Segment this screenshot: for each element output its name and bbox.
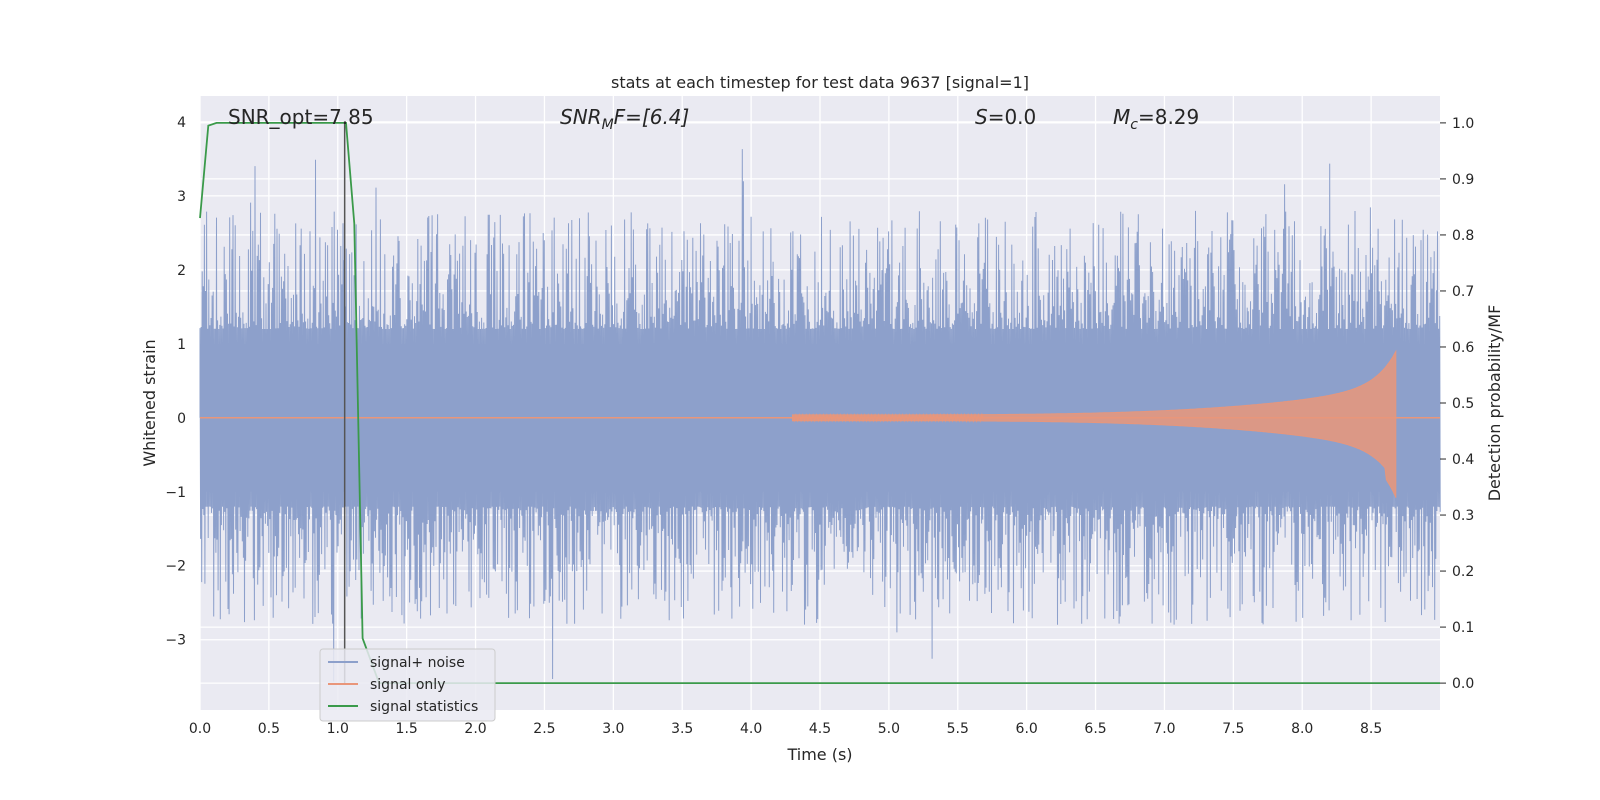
- signal-only-oscillation: [791, 412, 985, 423]
- annotation-s: S=0.0: [975, 105, 1036, 129]
- x-tick-label: 3.5: [671, 721, 693, 737]
- y2-tick-label: 0.3: [1452, 508, 1474, 524]
- annotation-snr-mf-rest: F=[6.4]: [614, 105, 690, 129]
- y2-tick-label: 0.1: [1452, 620, 1474, 636]
- x-axis-title: Time (s): [786, 745, 852, 764]
- x-tick-label: 2.5: [533, 721, 555, 737]
- x-tick-label: 2.0: [464, 721, 486, 737]
- annotation-mc-main: M: [1113, 105, 1130, 129]
- legend-label-signal-statistics: signal statistics: [370, 699, 478, 715]
- x-tick-label: 5.5: [947, 721, 969, 737]
- x-ticks: 0.0 0.5 1.0 1.5 2.0 2.5 3.0 3.5 4.0 4.5 5.0 5.5 6.0 6…: [189, 721, 1382, 737]
- y-tick-label: −2: [165, 559, 186, 575]
- signal-only-series: [200, 349, 1440, 498]
- legend: signal+ noise signal only signal statist…: [319, 648, 496, 722]
- x-tick-label: 8.0: [1291, 721, 1313, 737]
- y2-tick-label: 0.5: [1452, 396, 1474, 412]
- annotation-snr-opt: SNR_opt=7.85: [228, 105, 374, 129]
- x-tick-label: 6.0: [1016, 721, 1038, 737]
- y2-tick-label: 0.8: [1452, 228, 1474, 244]
- y2-tick-label: 0.7: [1452, 284, 1474, 300]
- annotation-snr-mf: SNRMF=[6.4]: [560, 105, 689, 133]
- x-tick-label: 6.5: [1084, 721, 1106, 737]
- y2-tick-label: 0.9: [1452, 172, 1474, 188]
- x-tick-label: 0.0: [189, 721, 211, 737]
- y2-tick-label: 1.0: [1452, 116, 1474, 132]
- legend-box: [319, 648, 496, 722]
- annotation-mc-rest: =8.29: [1138, 105, 1199, 129]
- y-tick-label: −3: [165, 633, 186, 649]
- y2-tick-label: 0.4: [1452, 452, 1474, 468]
- y-tick-label: 2: [177, 263, 186, 279]
- x-tick-label: 8.5: [1360, 721, 1382, 737]
- legend-label-signal-only: signal only: [370, 677, 445, 693]
- x-tick-label: 3.0: [602, 721, 624, 737]
- y2-axis-title: Detection probability/MF: [1485, 305, 1504, 502]
- x-tick-label: 5.0: [878, 721, 900, 737]
- x-tick-label: 7.0: [1153, 721, 1175, 737]
- y-tick-label: 1: [177, 337, 186, 353]
- x-tick-label: 0.5: [258, 721, 280, 737]
- legend-label-signal-noise: signal+ noise: [370, 655, 465, 671]
- annotation-mc: Mc=8.29: [1113, 105, 1199, 133]
- y-axis-title: Whitened strain: [140, 339, 159, 466]
- x-tick-label: 4.0: [740, 721, 762, 737]
- y2-tick-label: 0.0: [1452, 676, 1474, 692]
- x-tick-label: 1.5: [396, 721, 418, 737]
- annotation-mc-sub: c: [1130, 117, 1138, 133]
- signal-only-chirp: [792, 349, 1397, 498]
- annotation-snr-mf-main: SNR: [560, 105, 602, 129]
- y-ticks: −3 −2 −1 0 1 2 3 4: [165, 115, 186, 649]
- y-tick-label: 3: [177, 189, 186, 205]
- y2-tick-label: 0.6: [1452, 340, 1474, 356]
- y2-tick-label: 0.2: [1452, 564, 1474, 580]
- annotation-s-main: S: [975, 105, 988, 129]
- x-tick-label: 1.0: [327, 721, 349, 737]
- y-tick-label: −1: [165, 485, 186, 501]
- x-tick-label: 7.5: [1222, 721, 1244, 737]
- y-tick-label: 4: [177, 115, 186, 131]
- chart-title: stats at each timestep for test data 963…: [611, 73, 1029, 92]
- x-tick-label: 4.5: [809, 721, 831, 737]
- y2-ticks: 0.0 0.1 0.2 0.3 0.4 0.5 0.6 0.7 0.8 0.9 1.0: [1440, 116, 1474, 692]
- y-tick-label: 0: [177, 411, 186, 427]
- annotation-s-rest: =0.0: [988, 105, 1037, 129]
- noise-trace: [199, 149, 1441, 682]
- annotation-snr-mf-sub: M: [602, 117, 614, 133]
